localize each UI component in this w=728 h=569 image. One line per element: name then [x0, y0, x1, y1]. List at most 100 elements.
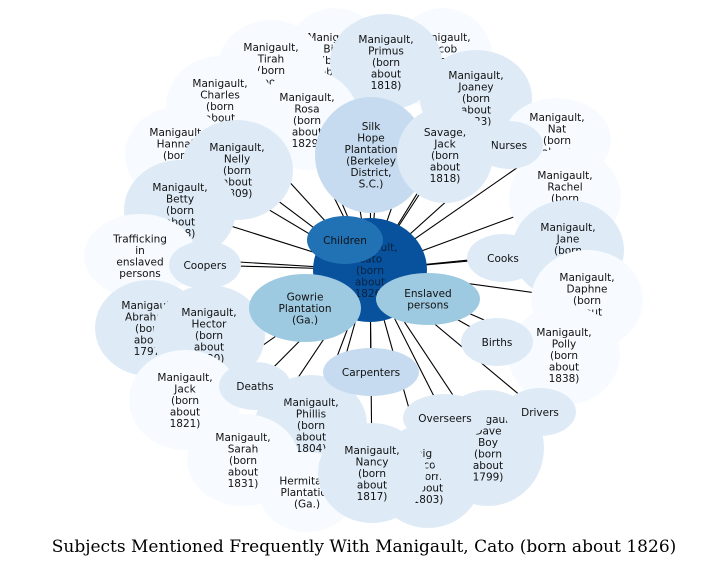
hermitage-label-line: (Ga.) [294, 498, 320, 510]
daveboy-label-line: Boy [478, 437, 498, 449]
primus-label-line: about [371, 68, 401, 80]
node-overseers[interactable]: Overseers [403, 394, 487, 442]
gowrie-label-line: Plantation [278, 303, 331, 315]
deaths-label-line: Deaths [236, 381, 273, 393]
overseers-node-shape [403, 394, 487, 442]
silk-label-line: (Berkeley [346, 156, 396, 168]
polly-label-line: (born [550, 350, 578, 362]
sarah-label-line: Manigault, [215, 432, 270, 444]
right1812-label-line: (born [573, 295, 601, 307]
silk-label-line: S.C.) [359, 179, 384, 191]
gowrie-label-line: Gowrie [287, 291, 324, 303]
node-deaths[interactable]: Deaths [219, 362, 291, 410]
nancy-label-line: about [357, 479, 387, 491]
joaney-label-line: Manigault, [448, 70, 503, 82]
sarah-label-line: (born [229, 455, 257, 467]
jack-label-line: 1821) [170, 418, 201, 430]
overseers-label-line: Overseers [418, 413, 471, 425]
silk-node-shape [315, 97, 427, 213]
nancy-node-shape [318, 423, 426, 523]
node-children[interactable]: Children [307, 216, 383, 264]
rosa-label-line: (born [293, 115, 321, 127]
right1827-label-line: (born [554, 245, 582, 257]
nelly-label-line: (born [223, 165, 251, 177]
savage-label-line: (born [431, 150, 459, 162]
tirah-label-line: (born [257, 65, 285, 77]
daveboy-label-line: about [473, 460, 503, 472]
primus-label-line: 1818) [371, 80, 402, 92]
trafficking-label-line: Trafficking [112, 234, 167, 246]
phillis-label-line: 1804) [296, 443, 327, 455]
children-node-shape [307, 216, 383, 264]
savage-label-line: Savage, [424, 127, 466, 139]
nat-label-line: (born [543, 135, 571, 147]
node-coopers[interactable]: Coopers [169, 241, 241, 289]
polly-label-line: 1838) [549, 373, 580, 385]
coopers-node-shape [169, 241, 241, 289]
enslaved-label-line: persons [407, 300, 448, 312]
jack-label-line: (born [171, 395, 199, 407]
cooks-label-line: Cooks [487, 253, 519, 265]
nancy-label-line: 1817) [357, 491, 388, 503]
carpenters-node-shape [323, 348, 419, 396]
node-carpenters[interactable]: Carpenters [323, 348, 419, 396]
carpenters-label-line: Carpenters [342, 367, 400, 379]
jack-label-line: about [170, 406, 200, 418]
tirah-label-line: Tirah [257, 53, 284, 65]
nat-label-line: Nat [548, 123, 566, 135]
polly-label-line: Polly [552, 338, 576, 350]
drivers-label-line: Drivers [521, 407, 559, 419]
nelly-label-line: about [222, 176, 252, 188]
polly-label-line: Manigault, [536, 327, 591, 339]
charles-label-line: (born [206, 101, 234, 113]
silk-label-line: Silk [362, 121, 381, 133]
daveboy-label-line: 1799) [473, 472, 504, 484]
enslaved-node-shape [376, 273, 480, 325]
rosa-label-line: Manigault, [279, 92, 334, 104]
phillis-label-line: about [296, 431, 326, 443]
left1798-label-line: Manigault, [152, 182, 207, 194]
node-silk[interactable]: SilkHopePlantation(BerkeleyDistrict,S.C.… [315, 97, 427, 213]
daveboy-label-line: (born [474, 449, 502, 461]
nat-label-line: Manigault, [529, 112, 584, 124]
jack-label-line: Manigault, [157, 372, 212, 384]
diagram-caption: Subjects Mentioned Frequently With Manig… [51, 537, 677, 557]
bottom1803-label-line: 1803) [413, 494, 444, 506]
joaney-label-line: (born [462, 93, 490, 105]
phillis-label-line: Manigault, [283, 397, 338, 409]
rosa-label-line: about [292, 126, 322, 138]
right1812-label-line: Daphne [567, 283, 608, 295]
trafficking-label-line: persons [119, 268, 160, 280]
silk-label-line: District, [350, 167, 391, 179]
deaths-node-shape [219, 362, 291, 410]
trafficking-node-shape [84, 214, 196, 298]
node-drivers[interactable]: Drivers [504, 388, 576, 436]
node-cooks[interactable]: Cooks [467, 234, 539, 282]
rachel-label-line: Rachel [547, 181, 582, 193]
silk-label-line: Plantation [344, 144, 397, 156]
trafficking-label-line: enslaved [116, 257, 163, 269]
drivers-node-shape [504, 388, 576, 436]
births-label-line: Births [482, 337, 513, 349]
sarah-label-line: Sarah [228, 443, 259, 455]
coopers-label-line: Coopers [183, 260, 226, 272]
node-births[interactable]: Births [461, 318, 533, 366]
savage-label-line: about [430, 161, 460, 173]
center-label-line: about [355, 276, 385, 288]
left1798-label-line: (born [166, 205, 194, 217]
nelly-label-line: Manigault, [209, 142, 264, 154]
rachel-label-line: Manigault, [537, 170, 592, 182]
primus-label-line: Manigault, [358, 34, 413, 46]
trafficking-label-line: in [135, 245, 145, 257]
primus-label-line: (born [372, 57, 400, 69]
tirah-label-line: Manigault, [243, 42, 298, 54]
rosa-label-line: 1829) [292, 138, 323, 150]
right1827-label-line: Jane [556, 233, 580, 245]
